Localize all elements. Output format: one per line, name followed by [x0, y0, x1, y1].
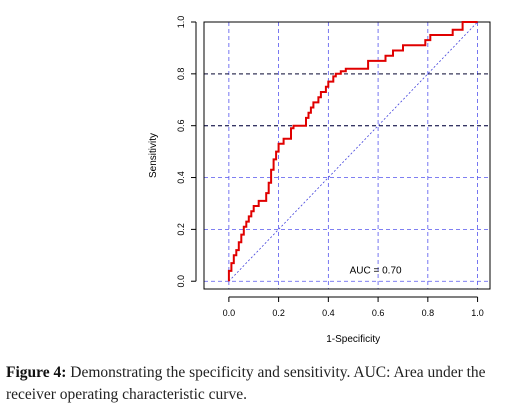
y-axis-title: Sensitivity	[148, 133, 159, 178]
diagonal-reference-line	[228, 21, 478, 282]
y-tick-label-4: 0.8	[176, 68, 186, 81]
y-tick-label-5: 1.0	[176, 16, 186, 29]
caption-text: Demonstrating the specificity and sensit…	[6, 364, 486, 403]
x-tick-label-3: 0.6	[372, 308, 385, 318]
caption-label: Figure 4:	[6, 364, 67, 381]
auc-annotation: AUC = 0.70	[350, 265, 402, 276]
plot-frame	[203, 21, 491, 290]
y-tick-label-3: 0.6	[176, 119, 186, 132]
roc-curve-series-0	[227, 21, 478, 282]
x-tick-label-0: 0.0	[223, 308, 236, 318]
roc-chart: 0.0 0.2 0.4 0.6 0.8 1.0 0.0 0.2 0.4 0.6 0.8 1.0 1-Sp…	[148, 16, 491, 345]
figure-caption: Figure 4: Demonstrating the specificity …	[6, 362, 520, 406]
y-tick-label-0: 0.0	[176, 275, 186, 288]
y-tick-label-1: 0.2	[176, 223, 186, 236]
x-axis-title: 1-Specificity	[326, 334, 380, 345]
y-tick-label-2: 0.4	[176, 171, 186, 184]
roc-chart-svg: 0.0 0.2 0.4 0.6 0.8 1.0 0.0 0.2 0.4 0.6 0.8 1.0 1-Sp…	[148, 16, 491, 345]
x-tick-label-2: 0.4	[322, 308, 335, 318]
x-tick-label-5: 1.0	[471, 308, 484, 318]
x-tick-label-4: 0.8	[422, 308, 435, 318]
x-tick-label-1: 0.2	[272, 308, 285, 318]
